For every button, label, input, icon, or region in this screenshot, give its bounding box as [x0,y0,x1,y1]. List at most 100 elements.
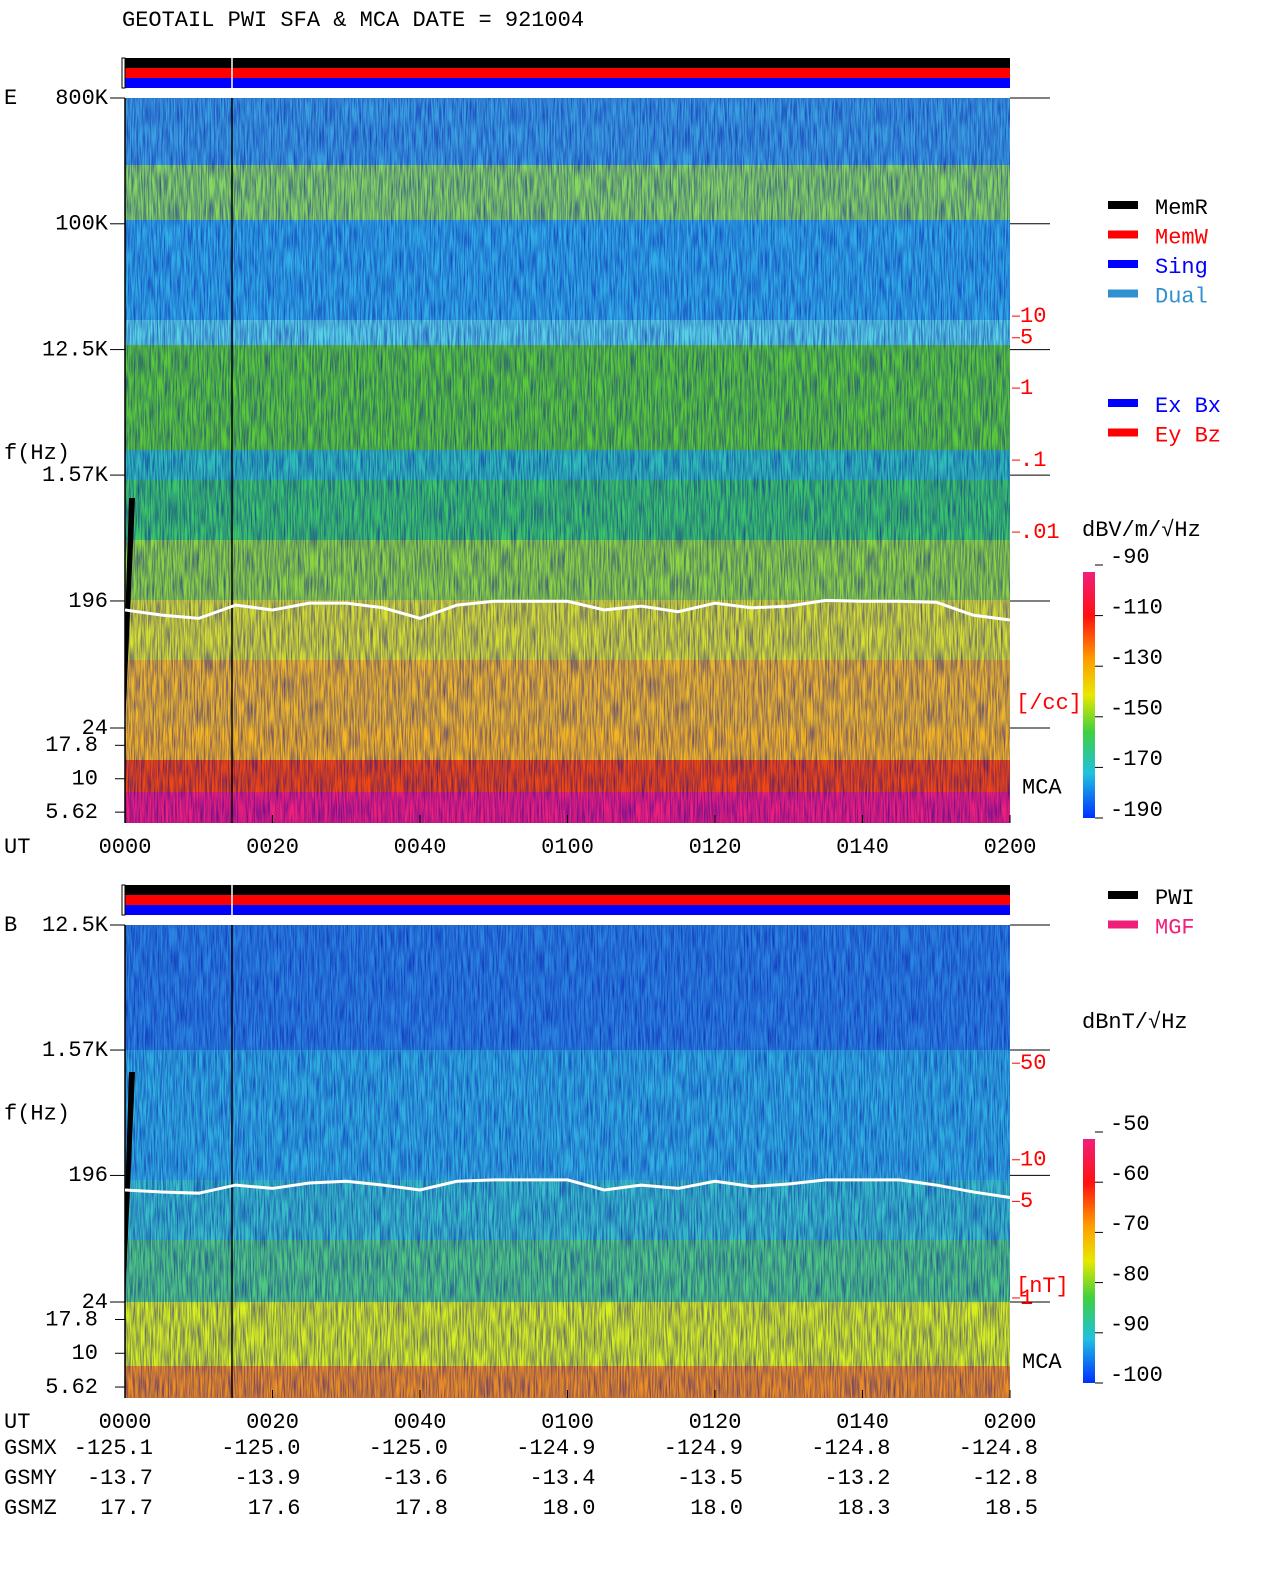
mca-tick-label: 17.8 [45,733,98,758]
x-tick-label: 0020 [246,835,299,860]
y-tick-label: 1.57K [42,1038,109,1063]
y2-tick-label: 10 [1020,304,1046,329]
legend-label: Ey Bz [1155,423,1221,448]
orbit-value: -125.0 [369,1436,448,1461]
data-gap [125,498,135,728]
y2-tick-label: 5 [1020,326,1033,351]
y2-tick-label: 10 [1020,1148,1046,1173]
colorbar-tick-label: -50 [1110,1112,1150,1137]
mca-tick-label: 5.62 [45,800,98,825]
colorbar-tick-label: -110 [1110,595,1163,620]
y2-unit: [nT] [1016,1274,1069,1299]
orbit-value: 18.0 [543,1496,596,1521]
colorbar-tick-label: -100 [1110,1363,1163,1388]
x-tick-label: 0120 [689,835,742,860]
x-tick-label: 0000 [99,1410,152,1435]
legend-label: Dual [1155,284,1208,309]
y-tick-label: 1.57K [42,463,109,488]
x-tick-label: 0140 [836,835,889,860]
orbit-value: 18.0 [690,1496,743,1521]
x-tick-label: 0100 [541,1410,594,1435]
y-tick-label: 24 [82,716,108,741]
x-axis-label: UT [4,1410,30,1435]
colorbar [1083,1139,1095,1383]
x-tick-label: 0200 [984,835,1037,860]
colorbar-tick-label: -80 [1110,1262,1150,1287]
status-bar [125,78,1010,88]
x-tick-label: 0020 [246,1410,299,1435]
orbit-value: -124.8 [959,1436,1038,1461]
orbit-value: -13.2 [824,1466,890,1491]
trace-line [124,598,1011,622]
orbit-value: 17.8 [395,1496,448,1521]
orbit-value: 17.7 [100,1496,153,1521]
x-tick-label: 0120 [689,1410,742,1435]
colorbar [1083,572,1095,818]
x-tick-label: 0000 [99,835,152,860]
status-bar [125,905,1010,915]
trace-line [124,1178,1011,1199]
orbit-value: 18.3 [838,1496,891,1521]
x-tick-label: 0040 [394,1410,447,1435]
x-tick-label: 0140 [836,1410,889,1435]
orbit-value: -124.9 [516,1436,595,1461]
colorbar-tick-label: -130 [1110,646,1163,671]
y2-tick-label: .1 [1020,448,1046,473]
legend-label: MemW [1155,225,1209,250]
y-tick-label: 12.5K [42,337,109,362]
y-tick-label: 24 [82,1290,108,1315]
colorbar-label: dBV/m/√Hz [1082,518,1201,543]
y2-tick-label: .01 [1020,520,1060,545]
orbit-value: -13.4 [529,1466,595,1491]
y-tick-label: 196 [68,1163,108,1188]
legend-swatch [1108,920,1138,929]
status-bar [125,68,1010,78]
x-axis-label: UT [4,835,30,860]
mca-label: MCA [1022,1350,1062,1375]
orbit-value: -124.9 [664,1436,743,1461]
y-axis-label: f(Hz) [4,441,70,466]
legend-label: MemR [1155,196,1208,221]
y-tick-label: 12.5K [42,913,109,938]
legend-label: MGF [1155,915,1195,940]
legend-swatch [1108,201,1138,209]
orbit-value: -13.6 [382,1466,448,1491]
y2-tick-label: 1 [1020,1286,1033,1311]
orbit-value: 18.5 [985,1496,1038,1521]
colorbar-tick-label: -90 [1110,545,1150,570]
status-bar [125,895,1010,905]
y2-unit: [/cc] [1016,691,1082,716]
legend-swatch [1108,399,1138,407]
legend-swatch [1108,230,1138,239]
mca-tick-label: 17.8 [45,1307,98,1332]
y-tick-label: 100K [55,212,109,237]
orbit-label: GSMX [4,1436,57,1461]
legend-swatch [1108,289,1138,298]
legend-label: PWI [1155,886,1195,911]
legend-swatch [1108,260,1138,268]
orbit-value: -13.7 [87,1466,153,1491]
spectrogram-texture [125,925,1010,1398]
status-bar [125,58,1010,68]
mca-tick-label: 5.62 [45,1375,98,1400]
x-tick-label: 0040 [394,835,447,860]
status-start [121,884,126,916]
status-bar [125,885,1010,895]
colorbar-tick-label: -90 [1110,1313,1150,1338]
y2-tick-label: 5 [1020,1189,1033,1214]
y-tick-label: 800K [55,86,109,111]
mca-label: MCA [1022,775,1062,800]
panel-label: B [4,913,17,938]
orbit-value: -13.5 [677,1466,743,1491]
legend-swatch [1108,428,1138,437]
orbit-value: 17.6 [248,1496,301,1521]
colorbar-tick-label: -190 [1110,798,1163,823]
colorbar-tick-label: -150 [1110,697,1163,722]
orbit-label: GSMZ [4,1496,57,1521]
orbit-value: -12.8 [972,1466,1038,1491]
mca-tick-label: 10 [72,1341,98,1366]
orbit-value: -125.1 [74,1436,153,1461]
y-axis-label: f(Hz) [4,1101,70,1126]
legend-label: Ex Bx [1155,394,1221,419]
